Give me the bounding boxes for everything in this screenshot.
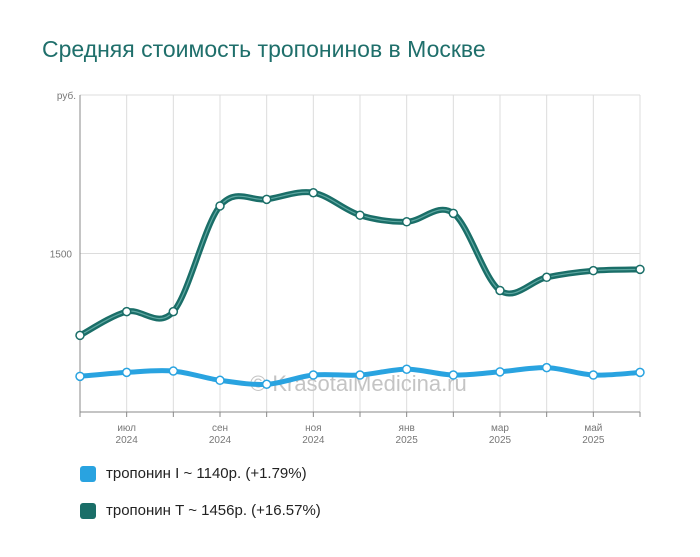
data-point-troponin-i [215,375,225,386]
legend-swatch-troponin-i [80,465,96,482]
data-point-troponin-i [588,370,599,380]
data-point-troponin-t [541,272,552,283]
data-point-troponin-i [541,362,552,373]
data-point-troponin-i [121,367,132,378]
x-tick-label-month: май [584,423,602,434]
data-point-troponin-i [448,370,459,380]
line-chart: руб.1500июл2024сен2024ноя2024янв2025мар2… [50,90,645,446]
data-point-troponin-i [75,371,85,382]
legend-label-troponin-i: тропонин I ~ 1140р. (+1.79%) [106,465,307,482]
data-point-troponin-i [635,367,645,378]
data-point-troponin-i [495,367,505,377]
data-point-troponin-i [355,370,365,380]
data-point-troponin-t [168,306,179,317]
data-point-troponin-t [75,330,85,341]
data-point-troponin-t [215,201,225,211]
x-tick-label-month: сен [212,423,228,434]
data-point-troponin-t [401,217,412,227]
legend: тропонин I ~ 1140р. (+1.79%) тропонин T … [80,462,321,536]
data-point-troponin-t [635,264,645,275]
x-tick-label-year: 2025 [396,435,419,446]
x-tick-label-month: мар [491,423,509,434]
x-tick-label-year: 2025 [582,435,605,446]
x-tick-label-year: 2024 [302,435,325,446]
legend-item-troponin-i[interactable]: тропонин I ~ 1140р. (+1.79%) [80,462,321,485]
legend-swatch-troponin-t [80,502,96,519]
y-axis-unit-label: руб. [57,90,76,102]
x-tick-label-year: 2024 [209,435,232,446]
x-tick-label-year: 2025 [489,435,512,446]
data-point-troponin-i [308,370,319,380]
data-point-troponin-t [355,210,365,220]
y-tick-label: 1500 [50,250,73,261]
legend-label-troponin-t: тропонин T ~ 1456р. (+16.57%) [106,502,321,519]
data-point-troponin-t [308,187,319,198]
data-point-troponin-t [121,306,132,317]
data-point-troponin-i [168,366,179,376]
x-tick-label-year: 2024 [116,435,139,446]
data-point-troponin-i [401,364,412,374]
x-tick-label-month: ноя [305,423,322,434]
x-tick-label-month: июл [117,423,136,434]
data-point-troponin-t [588,265,599,276]
chart-title: Средняя стоимость тропонинов в Москве [42,36,486,62]
data-point-troponin-i [261,379,272,390]
data-point-troponin-t [261,194,272,205]
legend-item-troponin-t[interactable]: тропонин T ~ 1456р. (+16.57%) [80,499,321,522]
data-point-troponin-t [495,285,505,296]
data-point-troponin-t [448,208,459,219]
x-tick-label-month: янв [399,423,415,434]
